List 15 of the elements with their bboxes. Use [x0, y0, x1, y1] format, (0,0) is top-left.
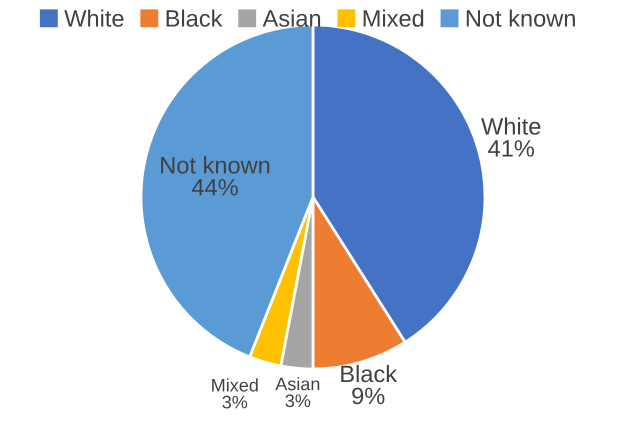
- data-label: 3%: [285, 394, 310, 408]
- data-label: 9%: [352, 388, 384, 404]
- slice-label: Not known: [161, 156, 270, 174]
- legend-label: Black: [166, 9, 222, 27]
- data-label: 44%: [192, 179, 238, 196]
- slice-label: Mixed: [212, 378, 258, 392]
- slice-label: Asian: [275, 377, 320, 390]
- data-label: 41%: [488, 140, 534, 157]
- legend-label: Mixed: [364, 9, 424, 27]
- legend-label: Not known: [466, 9, 575, 27]
- legend-label: White: [64, 9, 124, 27]
- data-label: 3%: [222, 396, 248, 408]
- legend-label: Asian: [262, 9, 320, 27]
- slice-label: Black: [341, 364, 398, 382]
- slice-label: White: [481, 117, 540, 135]
